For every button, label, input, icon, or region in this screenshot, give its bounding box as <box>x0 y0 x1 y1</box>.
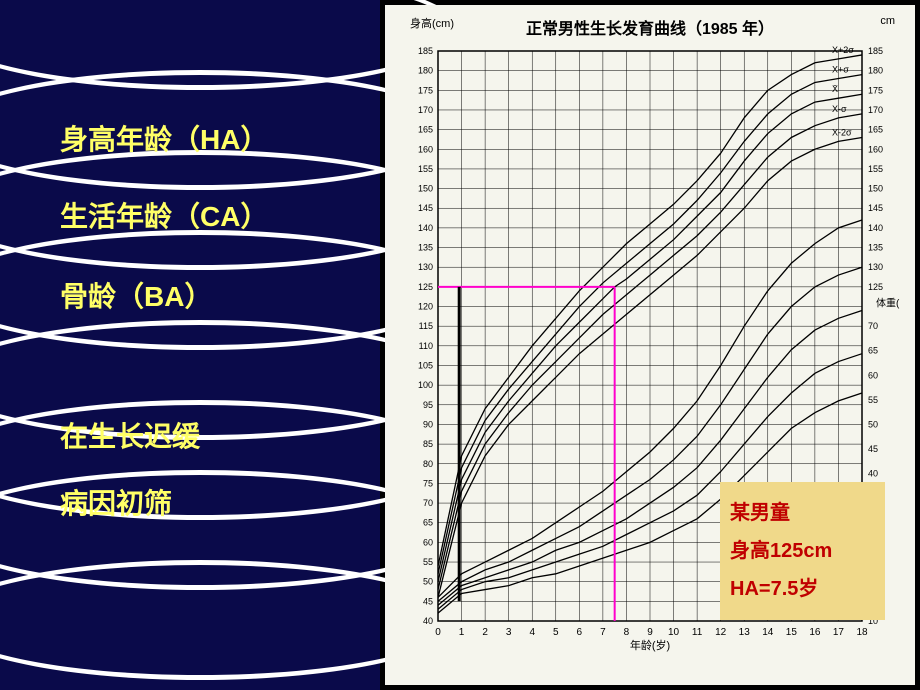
svg-text:45: 45 <box>423 596 433 606</box>
svg-text:145: 145 <box>418 203 433 213</box>
svg-text:60: 60 <box>423 537 433 547</box>
svg-text:14: 14 <box>762 627 774 638</box>
svg-text:17: 17 <box>833 627 845 638</box>
svg-text:150: 150 <box>418 184 433 194</box>
svg-text:145: 145 <box>868 203 883 213</box>
svg-text:X-σ: X-σ <box>832 104 847 114</box>
svg-text:175: 175 <box>868 85 883 95</box>
svg-text:80: 80 <box>423 459 433 469</box>
svg-text:90: 90 <box>423 419 433 429</box>
svg-text:X-2σ: X-2σ <box>832 127 852 137</box>
svg-text:150: 150 <box>868 184 883 194</box>
svg-text:140: 140 <box>868 223 883 233</box>
annotation-line-3: HA=7.5岁 <box>730 570 875 608</box>
svg-text:140: 140 <box>418 223 433 233</box>
svg-text:160: 160 <box>868 144 883 154</box>
svg-text:50: 50 <box>868 419 878 429</box>
svg-text:体重(kg): 体重(kg) <box>876 297 900 310</box>
left-text-item: 生活年龄（CA） <box>60 195 268 235</box>
svg-text:12: 12 <box>715 627 727 638</box>
svg-text:18: 18 <box>856 627 868 638</box>
left-text-item: 病因初筛 <box>60 482 172 522</box>
svg-text:40: 40 <box>423 616 433 626</box>
svg-text:185: 185 <box>868 46 883 56</box>
svg-text:3: 3 <box>506 627 512 638</box>
svg-text:X̄: X̄ <box>832 84 838 94</box>
annotation-box: 某男童 身高125cm HA=7.5岁 <box>720 482 885 620</box>
svg-text:0: 0 <box>435 627 441 638</box>
svg-text:85: 85 <box>423 439 433 449</box>
svg-text:X+2σ: X+2σ <box>832 45 854 55</box>
chart-title: 正常男性生长发育曲线（1985 年） <box>400 15 900 39</box>
svg-text:95: 95 <box>423 400 433 410</box>
svg-text:185: 185 <box>418 46 433 56</box>
svg-text:5: 5 <box>553 627 559 638</box>
svg-text:15: 15 <box>786 627 798 638</box>
svg-text:55: 55 <box>868 395 878 405</box>
annotation-line-2: 身高125cm <box>730 532 875 570</box>
svg-text:年龄(岁): 年龄(岁) <box>630 638 670 652</box>
svg-text:110: 110 <box>419 341 433 351</box>
svg-text:170: 170 <box>868 105 883 115</box>
svg-text:180: 180 <box>418 66 433 76</box>
svg-text:105: 105 <box>418 360 433 370</box>
svg-text:16: 16 <box>809 627 821 638</box>
svg-text:60: 60 <box>868 370 878 380</box>
svg-text:130: 130 <box>418 262 433 272</box>
y-left-label: 身高(cm) <box>410 15 454 31</box>
chart-panel: 身高(cm) 正常男性生长发育曲线（1985 年） cm 01234567891… <box>385 5 915 685</box>
left-text-item: 在生长迟缓 <box>60 415 200 455</box>
svg-text:4: 4 <box>529 627 535 638</box>
svg-text:165: 165 <box>868 125 883 135</box>
svg-text:155: 155 <box>418 164 433 174</box>
svg-text:6: 6 <box>577 627 583 638</box>
svg-text:75: 75 <box>423 478 433 488</box>
svg-text:165: 165 <box>418 125 433 135</box>
svg-text:70: 70 <box>868 321 878 331</box>
svg-text:55: 55 <box>423 557 433 567</box>
svg-text:115: 115 <box>419 321 433 331</box>
svg-text:135: 135 <box>868 243 883 253</box>
svg-text:160: 160 <box>418 144 433 154</box>
svg-text:170: 170 <box>418 105 433 115</box>
svg-text:125: 125 <box>418 282 433 292</box>
annotation-line-1: 某男童 <box>730 494 875 532</box>
svg-text:65: 65 <box>423 518 433 528</box>
svg-text:1: 1 <box>459 627 465 638</box>
svg-text:135: 135 <box>418 243 433 253</box>
left-text-item: 身高年龄（HA） <box>60 118 268 158</box>
svg-text:9: 9 <box>647 627 653 638</box>
svg-text:7: 7 <box>600 627 606 638</box>
svg-text:X+σ: X+σ <box>832 65 849 75</box>
svg-text:175: 175 <box>418 85 433 95</box>
svg-text:180: 180 <box>868 66 883 76</box>
svg-text:50: 50 <box>423 577 433 587</box>
svg-text:13: 13 <box>739 627 751 638</box>
svg-text:65: 65 <box>868 346 878 356</box>
svg-text:120: 120 <box>418 302 433 312</box>
svg-text:130: 130 <box>868 262 883 272</box>
svg-text:125: 125 <box>868 282 883 292</box>
left-panel: 身高年龄（HA） 生活年龄（CA） 骨龄（BA） 在生长迟缓病因初筛 <box>0 0 380 690</box>
left-text-item: 骨龄（BA） <box>60 275 212 315</box>
svg-text:155: 155 <box>868 164 883 174</box>
svg-text:40: 40 <box>868 469 878 479</box>
svg-text:11: 11 <box>692 627 703 638</box>
svg-text:8: 8 <box>624 627 630 638</box>
svg-text:45: 45 <box>868 444 878 454</box>
svg-text:2: 2 <box>482 627 488 638</box>
svg-text:70: 70 <box>423 498 433 508</box>
svg-text:100: 100 <box>418 380 433 390</box>
svg-text:10: 10 <box>668 627 680 638</box>
y-right-label-top: cm <box>880 15 895 27</box>
